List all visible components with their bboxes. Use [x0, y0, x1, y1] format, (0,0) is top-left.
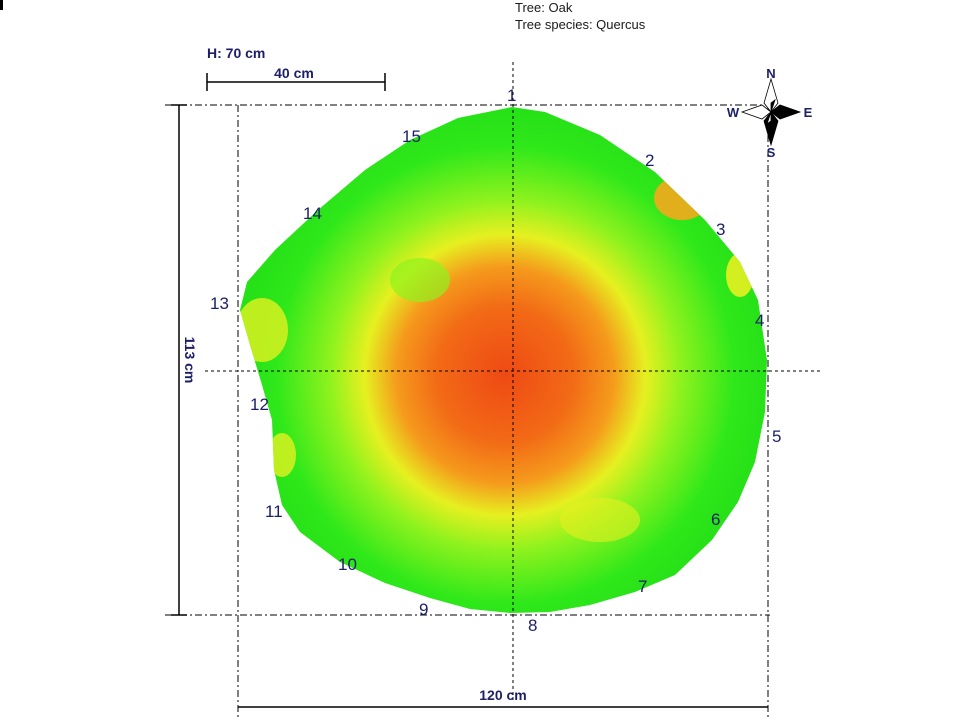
tree-name: Tree: Oak	[515, 0, 573, 15]
edge-mark	[0, 0, 3, 10]
sensor-label: 11	[265, 502, 283, 521]
compass-south: S	[767, 145, 776, 160]
vertical-dimension	[171, 104, 187, 616]
sensor-label: 7	[638, 577, 647, 596]
sensor-label: 1	[507, 86, 516, 105]
crosshair	[205, 62, 822, 700]
sensor-label: 15	[402, 127, 421, 146]
compass-east: E	[804, 105, 813, 120]
sensor-label: 5	[772, 427, 781, 446]
compass-west: W	[727, 105, 740, 120]
heat-map	[240, 107, 767, 613]
sensor-label: 9	[419, 600, 428, 619]
scale-bar	[206, 73, 386, 91]
sensor-label: 4	[755, 311, 764, 330]
sensor-label: 13	[210, 294, 229, 313]
compass-rose-icon	[740, 77, 802, 147]
height-label: H: 70 cm	[207, 45, 265, 61]
tree-species: Tree species: Quercus	[515, 17, 646, 32]
sensor-label: 3	[716, 220, 725, 239]
sensor-labels: 1 2 3 4 5 6 7 8 9 10 11 12 13 14 15	[210, 86, 781, 635]
sensor-label: 10	[338, 555, 357, 574]
scale-bar-label: 40 cm	[274, 65, 314, 81]
vertical-dimension-label: 113 cm	[182, 337, 198, 384]
horizontal-dimension-label: 120 cm	[479, 687, 526, 703]
sensor-label: 8	[528, 616, 537, 635]
sensor-label: 6	[711, 510, 720, 529]
compass-north: N	[766, 66, 775, 81]
frame-lines	[165, 104, 770, 720]
sensor-label: 12	[250, 395, 269, 414]
sensor-label: 14	[303, 204, 322, 223]
sensor-label: 2	[645, 151, 654, 170]
